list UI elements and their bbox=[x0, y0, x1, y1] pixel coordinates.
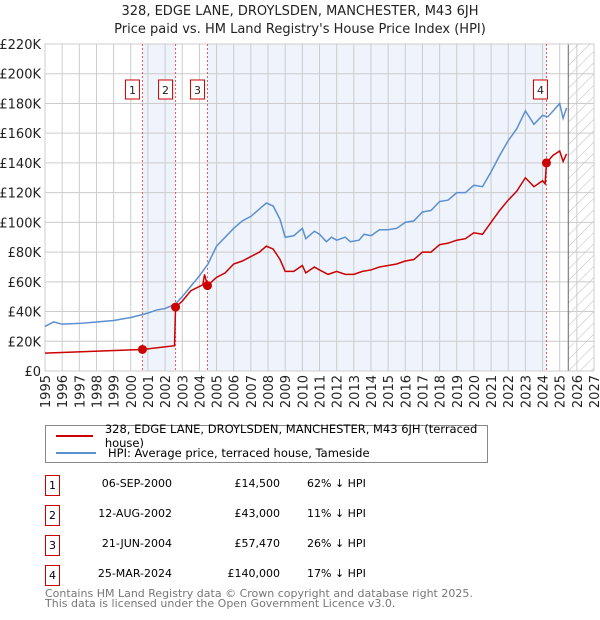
sale-label-box bbox=[158, 79, 174, 100]
legend-label-hpi: HPI: Average price, terraced house, Tame… bbox=[108, 446, 370, 460]
sale-point bbox=[202, 281, 212, 291]
series-line-hpi bbox=[44, 101, 568, 328]
transaction-date: 06-SEP-2000 bbox=[101, 477, 172, 490]
legend-label-property: 328, EDGE LANE, DROYLSDEN, MANCHESTER, M… bbox=[104, 422, 478, 450]
x-tick-label: 2010 bbox=[296, 375, 311, 408]
legend-swatch-property bbox=[56, 435, 93, 437]
sale-label: 4 bbox=[537, 84, 544, 97]
transaction-number: 2 bbox=[45, 505, 60, 526]
transaction-row: 3 21-JUN-2004 £57,470 26% ↓ HPI bbox=[45, 535, 485, 556]
sale-label: 1 bbox=[129, 84, 136, 97]
legend-item-hpi: HPI: Average price, terraced house, Tame… bbox=[56, 445, 370, 461]
transaction-number: 4 bbox=[45, 565, 60, 586]
shaded-band bbox=[207, 44, 547, 371]
footer: Contains HM Land Registry data © Crown c… bbox=[45, 587, 473, 610]
transaction-price: £57,470 bbox=[234, 537, 281, 550]
transaction-hpi-diff: 26% ↓ HPI bbox=[307, 537, 366, 550]
sale-point bbox=[137, 344, 147, 354]
transaction-row: 2 12-AUG-2002 £43,000 11% ↓ HPI bbox=[45, 505, 485, 526]
transaction-date: 25-MAR-2024 bbox=[97, 567, 172, 580]
x-tick-label: 1998 bbox=[90, 375, 105, 408]
x-tick-label: 2009 bbox=[279, 375, 294, 408]
y-tick-label: £180K bbox=[0, 97, 41, 112]
transaction-date: 12-AUG-2002 bbox=[98, 507, 172, 520]
x-tick-label: 2008 bbox=[262, 375, 277, 408]
price-chart: £0 £20K £40K £60K £80K £100K £120K £140K £160K £1… bbox=[0, 38, 600, 408]
footer-line-1: Contains HM Land Registry data © Crown c… bbox=[45, 587, 473, 600]
x-tick-label: 2026 bbox=[571, 375, 586, 408]
x-tick-label: 2005 bbox=[211, 375, 226, 408]
sale-label: 2 bbox=[162, 84, 169, 97]
x-tick-label: 2020 bbox=[468, 375, 483, 408]
x-tick-label: 2012 bbox=[331, 375, 346, 408]
x-tick-label: 2023 bbox=[519, 375, 534, 408]
chart-subtitle: Price paid vs. HM Land Registry's House … bbox=[114, 22, 486, 37]
x-tick-label: 2004 bbox=[193, 375, 208, 408]
x-tick-label: 1995 bbox=[39, 375, 54, 408]
x-tick-label: 1996 bbox=[56, 375, 71, 408]
x-tick-label: 2013 bbox=[348, 375, 363, 408]
sale-label-box bbox=[532, 79, 548, 100]
y-tick-label: £80K bbox=[8, 246, 42, 261]
transaction-row: 4 25-MAR-2024 £140,000 17% ↓ HPI bbox=[45, 565, 485, 586]
y-tick-label: £40K bbox=[8, 306, 42, 321]
transaction-number: 3 bbox=[45, 535, 60, 556]
y-tick-label: £20K bbox=[8, 335, 42, 350]
x-tick-label: 2002 bbox=[159, 375, 174, 408]
y-tick-label: £220K bbox=[0, 38, 41, 53]
sale-label: 3 bbox=[194, 84, 201, 97]
x-tick-label: 1999 bbox=[108, 375, 123, 408]
x-tick-label: 2019 bbox=[451, 375, 466, 408]
x-tick-label: 2027 bbox=[588, 375, 600, 408]
x-tick-label: 2006 bbox=[228, 375, 243, 408]
legend-item-property: 328, EDGE LANE, DROYLSDEN, MANCHESTER, M… bbox=[56, 422, 487, 450]
x-tick-label: 1997 bbox=[73, 375, 88, 408]
transaction-price: £14,500 bbox=[234, 477, 281, 490]
sale-point bbox=[541, 158, 551, 168]
transaction-number: 1 bbox=[45, 475, 60, 496]
transaction-hpi-diff: 62% ↓ HPI bbox=[307, 477, 366, 490]
legend: 328, EDGE LANE, DROYLSDEN, MANCHESTER, M… bbox=[45, 422, 488, 463]
x-tick-label: 2015 bbox=[382, 375, 397, 408]
x-tick-label: 2024 bbox=[537, 375, 552, 408]
x-tick-label: 2011 bbox=[314, 375, 329, 408]
y-tick-label: £120K bbox=[0, 187, 41, 202]
x-tick-label: 2000 bbox=[125, 375, 140, 408]
x-tick-label: 2017 bbox=[416, 375, 431, 408]
x-tick-label: 2007 bbox=[245, 375, 260, 408]
x-tick-label: 2021 bbox=[485, 375, 500, 408]
x-tick-label: 2016 bbox=[399, 375, 414, 408]
legend-swatch-hpi bbox=[56, 452, 96, 454]
y-tick-label: £160K bbox=[0, 127, 41, 142]
transaction-row: 1 06-SEP-2000 £14,500 62% ↓ HPI bbox=[45, 475, 485, 496]
x-tick-label: 2003 bbox=[176, 375, 191, 408]
x-tick-label: 2022 bbox=[502, 375, 517, 408]
transaction-price: £140,000 bbox=[227, 567, 281, 580]
footer-line-2: This data is licensed under the Open Gov… bbox=[45, 597, 396, 610]
sale-label-box bbox=[189, 79, 205, 100]
sale-point bbox=[171, 302, 181, 312]
sale-label-box bbox=[124, 79, 140, 100]
y-tick-label: £200K bbox=[0, 68, 41, 83]
y-tick-label: £100K bbox=[0, 216, 41, 231]
chart-title: 328, EDGE LANE, DROYLSDEN, MANCHESTER, M… bbox=[121, 4, 479, 19]
x-tick-label: 2018 bbox=[434, 375, 449, 408]
x-tick-label: 2001 bbox=[142, 375, 157, 408]
series-line-property bbox=[44, 149, 568, 354]
y-tick-label: £0 bbox=[24, 365, 41, 380]
transaction-date: 21-JUN-2004 bbox=[101, 537, 172, 550]
y-tick-label: £60K bbox=[8, 276, 42, 291]
x-tick-label: 2025 bbox=[554, 375, 569, 408]
transaction-price: £43,000 bbox=[234, 507, 281, 520]
y-tick-label: £140K bbox=[0, 157, 41, 172]
plot-frame bbox=[44, 43, 595, 372]
transaction-hpi-diff: 17% ↓ HPI bbox=[307, 567, 366, 580]
x-tick-label: 2014 bbox=[365, 375, 380, 408]
forecast-hatch bbox=[568, 44, 594, 371]
transaction-hpi-diff: 11% ↓ HPI bbox=[307, 507, 366, 520]
